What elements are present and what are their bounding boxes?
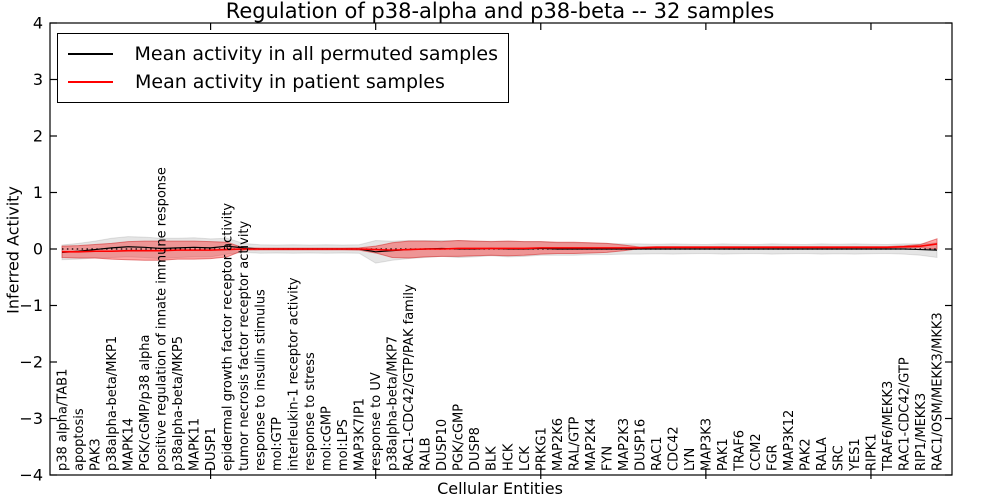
x-tick-label: PGK/cGMP bbox=[452, 404, 467, 471]
x-tick-label: LCK bbox=[518, 446, 533, 471]
x-tick-label: mol:GTP bbox=[270, 417, 285, 471]
x-tick-label: response to UV bbox=[369, 372, 384, 471]
x-tick-label: RALB bbox=[419, 437, 434, 471]
x-tick-label: DUSP1 bbox=[204, 427, 219, 471]
x-tick-label: RAC1 bbox=[650, 436, 665, 471]
legend-item-permuted: Mean activity in all permuted samples bbox=[68, 40, 498, 68]
legend-label-permuted: Mean activity in all permuted samples bbox=[134, 43, 498, 65]
x-tick-label: PGK/cGMP/p38 alpha bbox=[138, 335, 153, 471]
x-tick-label: RIPK1 bbox=[864, 433, 879, 471]
x-tick-label: MAP2K3 bbox=[617, 418, 632, 471]
y-tick-label: −1 bbox=[19, 296, 43, 315]
x-tick-label: DUSP10 bbox=[435, 419, 450, 471]
x-tick-label: MAPK14 bbox=[122, 418, 137, 471]
x-axis-label: Cellular Entities bbox=[437, 479, 563, 498]
x-tick-label: FGR bbox=[765, 444, 780, 471]
x-tick-label: RIP1/MEKK3 bbox=[914, 393, 929, 471]
x-tick-label: response to stress bbox=[303, 352, 318, 471]
x-tick-label: RALA bbox=[815, 437, 830, 471]
y-tick-label: 1 bbox=[33, 183, 43, 202]
x-tick-label: DUSP16 bbox=[633, 419, 648, 471]
x-tick-label: apoptosis bbox=[72, 408, 87, 471]
y-tick-label: 3 bbox=[33, 70, 43, 89]
x-tick-label: SRC bbox=[831, 445, 846, 471]
x-tick-label: MAP2K6 bbox=[551, 418, 566, 471]
y-tick-label: −3 bbox=[19, 409, 43, 428]
legend-label-patient: Mean activity in patient samples bbox=[135, 71, 445, 93]
x-tick-label: MAP2K4 bbox=[584, 418, 599, 471]
x-tick-label: positive regulation of innate immune res… bbox=[155, 167, 170, 471]
x-tick-label: MAP3K3 bbox=[699, 418, 714, 471]
x-tick-label: YES1 bbox=[848, 438, 863, 472]
x-tick-label: FYN bbox=[600, 446, 615, 471]
y-tick-label: 0 bbox=[33, 240, 43, 259]
mean-line bbox=[62, 243, 938, 253]
x-tick-label: interleukin-1 receptor activity bbox=[287, 277, 302, 471]
x-tick-label: MAP3K7IP1 bbox=[353, 398, 368, 471]
x-tick-label: PRKG1 bbox=[534, 427, 549, 471]
x-tick-label: PAK1 bbox=[716, 438, 731, 471]
legend-item-patient: Mean activity in patient samples bbox=[68, 68, 498, 96]
x-tick-label: epidermal growth factor receptor activit… bbox=[221, 203, 236, 471]
x-tick-label: mol:LPS bbox=[336, 419, 351, 471]
legend: Mean activity in all permuted samples Me… bbox=[57, 33, 509, 103]
x-tick-label: RAC1/OSM/MEKK3/MKK3 bbox=[931, 312, 946, 471]
x-tick-label: TRAF6 bbox=[732, 430, 747, 472]
permuted-line-sample bbox=[68, 53, 113, 55]
y-tick-label: 2 bbox=[33, 127, 43, 146]
y-tick-label: 4 bbox=[33, 14, 43, 33]
x-tick-label: response to insulin stimulus bbox=[254, 289, 269, 471]
x-tick-label: RAC1-CDC42/GTP bbox=[897, 357, 912, 471]
x-tick-label: p38 alpha/TAB1 bbox=[56, 369, 71, 471]
x-tick-label: p38alpha-beta/MKP5 bbox=[171, 336, 186, 471]
std-band bbox=[61, 236, 938, 264]
x-tick-label: CCM2 bbox=[749, 433, 764, 471]
x-tick-label: BLK bbox=[485, 446, 500, 471]
x-tick-label: DUSP8 bbox=[468, 427, 483, 471]
x-tick-label: MAPK11 bbox=[188, 418, 203, 471]
x-tick-label: LYN bbox=[683, 448, 698, 471]
chart-title: Regulation of p38-alpha and p38-beta -- … bbox=[225, 0, 775, 23]
y-tick-label: −2 bbox=[19, 353, 43, 372]
x-tick-label: p38alpha-beta/MKP1 bbox=[105, 336, 120, 471]
x-tick-label: RAC1-CDC42/GTP/PAK family bbox=[402, 284, 417, 471]
x-tick-label: HCK bbox=[501, 443, 516, 471]
x-tick-label: mol:cGMP bbox=[320, 406, 335, 471]
y-tick-label: −4 bbox=[19, 466, 43, 485]
x-tick-label: tumor necrosis factor receptor activity bbox=[237, 220, 252, 471]
x-tick-label: CDC42 bbox=[666, 426, 681, 471]
x-tick-label: p38alpha-beta/MKP7 bbox=[386, 336, 401, 471]
x-tick-label: PAK3 bbox=[89, 438, 104, 471]
x-tick-label: RAL/GTP bbox=[567, 416, 582, 471]
x-tick-label: TRAF6/MEKK3 bbox=[881, 381, 896, 472]
x-tick-label: PAK2 bbox=[798, 438, 813, 471]
x-tick-label: MAP3K12 bbox=[782, 410, 797, 471]
patient-line-sample bbox=[68, 81, 113, 83]
